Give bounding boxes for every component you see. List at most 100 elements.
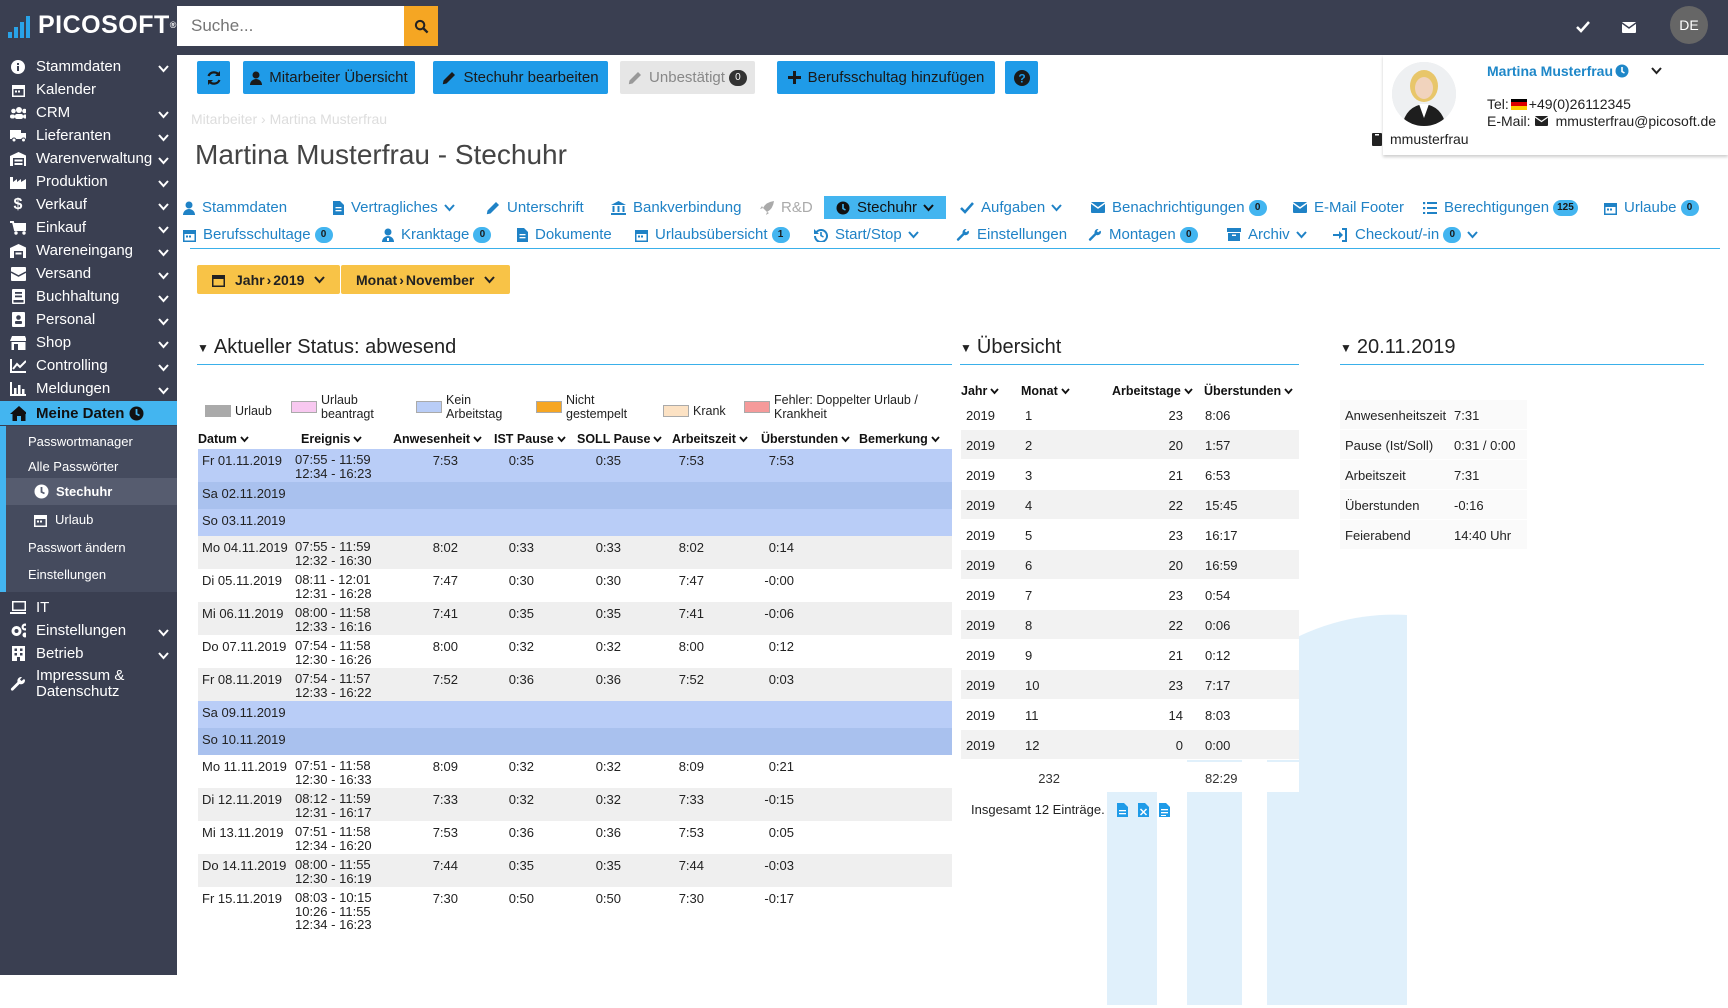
tab-kranktage[interactable]: Kranktage 0 [382, 223, 492, 246]
sidebar-item-stammdaten[interactable]: Stammdaten [0, 55, 177, 78]
table-row[interactable]: Di 05.11.2019 08:11 - 12:01 12:31 - 16:28 7… [198, 569, 952, 602]
submenu-alle-passwoerter[interactable]: Alle Passwörter [28, 459, 119, 474]
tab-benachrichtigungen[interactable]: Benachrichtigungen 0 [1091, 196, 1267, 219]
excel-export-icon[interactable] [1137, 802, 1149, 817]
tab-vertragliches[interactable]: Vertragliches [333, 196, 455, 219]
table-row[interactable]: 2019 3 21 6:53 [961, 460, 1299, 490]
sidebar-item-wareneingang[interactable]: Wareneingang [0, 239, 177, 262]
tab-archiv[interactable]: Archiv [1227, 223, 1307, 246]
column-header-ereignis[interactable]: Ereignis [301, 432, 363, 446]
language-button[interactable]: DE [1670, 6, 1708, 44]
sidebar-item-impressum[interactable]: Impressum & Datenschutz [0, 667, 177, 701]
tab-montagen[interactable]: Montagen 0 [1088, 223, 1198, 246]
table-row[interactable]: 2019 2 20 1:57 [961, 430, 1299, 460]
tab-dokumente[interactable]: Dokumente [517, 223, 612, 246]
table-row[interactable]: Sa 02.11.2019 [198, 482, 952, 509]
column-header-ueberstunden[interactable]: Überstunden [761, 432, 850, 446]
sidebar-item-shop[interactable]: Shop [0, 331, 177, 354]
refresh-button[interactable] [197, 61, 230, 94]
tab-aufgaben[interactable]: Aufgaben [960, 196, 1062, 219]
table-row[interactable]: Mi 13.11.2019 07:51 - 11:58 12:34 - 16:20 7… [198, 821, 952, 854]
phone-value[interactable]: +49(0)26112345 [1528, 96, 1631, 112]
monat-dropdown[interactable]: Monat › November [341, 265, 511, 294]
csv-export-icon[interactable] [1116, 802, 1128, 817]
tab-email-footer[interactable]: E-Mail Footer [1293, 196, 1404, 219]
column-header-ueberstunden-overview[interactable]: Überstunden [1204, 384, 1293, 398]
tab-start-stop[interactable]: Start/Stop [814, 223, 919, 246]
column-header-bemerkung[interactable]: Bemerkung [859, 432, 940, 446]
submenu-passwort-aendern[interactable]: Passwort ändern [28, 540, 126, 555]
sidebar-item-controlling[interactable]: Controlling [0, 354, 177, 377]
search-input[interactable] [177, 6, 404, 46]
column-header-soll-pause[interactable]: SOLL Pause [577, 432, 663, 446]
table-row[interactable]: 2019 11 14 8:03 [961, 700, 1299, 730]
tab-urlaubsuebersicht[interactable]: Urlaubsübersicht 1 [635, 223, 790, 246]
sidebar-item-personal[interactable]: Personal [0, 308, 177, 331]
day-header[interactable]: ▼ 20.11.2019 [1340, 336, 1456, 359]
table-row[interactable]: Fr 08.11.2019 07:54 - 11:57 12:33 - 16:22 7… [198, 668, 952, 701]
stechuhr-bearbeiten-button[interactable]: Stechuhr bearbeiten [433, 61, 608, 94]
breadcrumb-link[interactable]: Mitarbeiter [191, 111, 258, 127]
envelope-icon[interactable] [1618, 16, 1640, 38]
status-header[interactable]: ▼ Aktueller Status: abwesend [197, 336, 456, 359]
sidebar-item-buchhaltung[interactable]: Buchhaltung [0, 285, 177, 308]
tab-berechtigungen[interactable]: Berechtigungen 125 [1423, 196, 1578, 219]
table-row[interactable]: 2019 4 22 15:45 [961, 490, 1299, 520]
tab-einstellungen[interactable]: Einstellungen [956, 223, 1067, 246]
sidebar-item-crm[interactable]: CRM [0, 101, 177, 124]
sidebar-item-einstellungen[interactable]: Einstellungen [0, 619, 177, 642]
sidebar-item-warenverwaltung[interactable]: Warenverwaltung [0, 147, 177, 170]
submenu-urlaub[interactable]: Urlaub [34, 512, 93, 527]
column-header-jahr[interactable]: Jahr [961, 384, 1000, 398]
tab-stammdaten[interactable]: Stammdaten [183, 196, 287, 219]
table-row[interactable]: 2019 5 23 16:17 [961, 520, 1299, 550]
tab-berufsschultage[interactable]: Berufsschultage 0 [183, 223, 333, 246]
picosoft-logo[interactable]: PICOSOFT® [8, 12, 177, 38]
sidebar-item-versand[interactable]: Versand [0, 262, 177, 285]
check-icon[interactable] [1572, 16, 1594, 38]
table-row[interactable]: Fr 15.11.2019 08:03 - 10:15 10:26 - 11:55 1… [198, 887, 952, 933]
search-button[interactable] [404, 6, 438, 46]
table-row[interactable]: 2019 6 20 16:59 [961, 550, 1299, 580]
overview-header[interactable]: ▼ Übersicht [960, 336, 1061, 359]
table-row[interactable]: 2019 8 22 0:06 [961, 610, 1299, 640]
sidebar-item-betrieb[interactable]: Betrieb [0, 642, 177, 665]
table-row[interactable]: 2019 7 23 0:54 [961, 580, 1299, 610]
sidebar-item-lieferanten[interactable]: Lieferanten [0, 124, 177, 147]
table-row[interactable]: Di 12.11.2019 08:12 - 11:59 12:31 - 16:17 7… [198, 788, 952, 821]
tab-checkout-in[interactable]: Checkout/-in 0 [1333, 223, 1478, 246]
tab-bankverbindung[interactable]: Bankverbindung [611, 196, 741, 219]
tab-unterschrift[interactable]: Unterschrift [486, 196, 584, 219]
mitarbeiter-uebersicht-button[interactable]: Mitarbeiter Übersicht [243, 61, 415, 94]
pdf-export-icon[interactable] [1158, 802, 1170, 817]
tab-urlaube[interactable]: Urlaube 0 [1604, 196, 1699, 219]
table-row[interactable]: So 03.11.2019 [198, 509, 952, 536]
sidebar-item-verkauf[interactable]: $ Verkauf [0, 193, 177, 216]
unbestaetigt-button[interactable]: Unbestätigt 0 [620, 61, 755, 94]
berufsschultag-hinzufuegen-button[interactable]: Berufsschultag hinzufügen [777, 61, 995, 94]
column-header-arbeitszeit[interactable]: Arbeitszeit [672, 432, 748, 446]
submenu-passwortmanager[interactable]: Passwortmanager [28, 434, 133, 449]
column-header-datum[interactable]: Datum [198, 432, 249, 446]
table-row[interactable]: Mo 04.11.2019 07:55 - 11:59 12:32 - 16:30 8… [198, 536, 952, 569]
sidebar-item-kalender[interactable]: Kalender [0, 78, 177, 101]
sidebar-item-produktion[interactable]: Produktion [0, 170, 177, 193]
table-row[interactable]: 2019 1 23 8:06 [961, 400, 1299, 430]
jahr-dropdown[interactable]: Jahr › 2019 [197, 265, 341, 294]
submenu-einstellungen[interactable]: Einstellungen [28, 567, 107, 582]
table-row[interactable]: 2019 10 23 7:17 [961, 670, 1299, 700]
sidebar-item-einkauf[interactable]: Einkauf [0, 216, 177, 239]
tab-stechuhr[interactable]: Stechuhr [824, 196, 947, 219]
column-header-arbeitstage[interactable]: Arbeitstage [1112, 384, 1193, 398]
sidebar-item-meldungen[interactable]: Meldungen [0, 377, 177, 400]
table-row[interactable]: Do 07.11.2019 07:54 - 11:58 12:30 - 16:26 8… [198, 635, 952, 668]
tab-rd[interactable]: R&D [760, 196, 813, 219]
table-row[interactable]: Do 14.11.2019 08:00 - 11:55 12:30 - 16:19 7… [198, 854, 952, 887]
table-row[interactable]: Mo 11.11.2019 07:51 - 11:58 12:30 - 16:33 8… [198, 755, 952, 788]
chevron-down-icon[interactable] [1651, 67, 1662, 75]
column-header-anwesenheit[interactable]: Anwesenheit [393, 432, 482, 446]
profile-name[interactable]: Martina Musterfrau [1487, 63, 1662, 79]
table-row[interactable]: Mi 06.11.2019 08:00 - 11:58 12:33 - 16:16 7… [198, 602, 952, 635]
column-header-monat[interactable]: Monat [1021, 384, 1070, 398]
table-row[interactable]: 2019 9 21 0:12 [961, 640, 1299, 670]
